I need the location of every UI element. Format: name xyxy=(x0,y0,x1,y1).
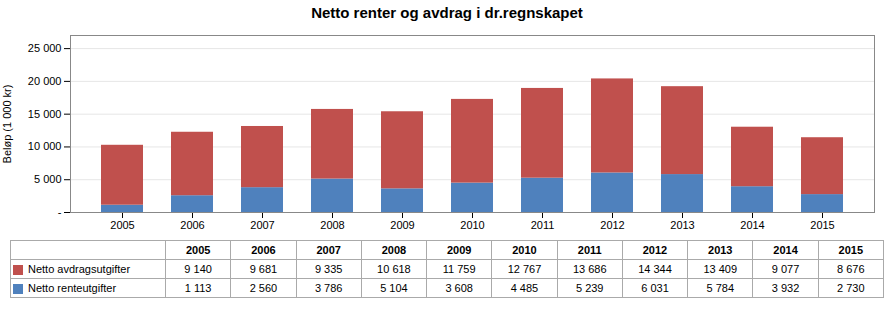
html-text:10 618: 10 618 xyxy=(377,263,411,275)
svg-text:10 000: 10 000 xyxy=(28,140,62,152)
svg-text:2006: 2006 xyxy=(180,219,204,231)
html-text:5 784: 5 784 xyxy=(706,282,734,295)
html-text:3 932: 3 932 xyxy=(771,282,800,295)
svg-text:2011: 2011 xyxy=(531,219,555,231)
svg-text:-: - xyxy=(58,206,62,218)
svg-text:Beløp (1 000 kr): Beløp (1 000 kr) xyxy=(1,85,13,164)
svg-text:20 000: 20 000 xyxy=(28,75,62,87)
html-text:2015: 2015 xyxy=(838,244,864,256)
html-text:2010: 2010 xyxy=(512,244,537,256)
html-text:2005: 2005 xyxy=(185,244,211,256)
svg-text:2008: 2008 xyxy=(320,219,344,231)
html-text:5 104: 5 104 xyxy=(380,282,408,295)
html-text:3 786: 3 786 xyxy=(314,282,343,295)
html-text:Netto renter og avdrag i dr.re: Netto renter og avdrag i dr.regnskapet xyxy=(311,4,583,21)
html-text:2012: 2012 xyxy=(642,244,668,256)
html-text:2007: 2007 xyxy=(316,244,341,256)
html-text:2008: 2008 xyxy=(381,244,407,256)
svg-text:2014: 2014 xyxy=(740,219,764,231)
html-text:Netto renteutgifter: Netto renteutgifter xyxy=(28,282,117,295)
html-text:2 560: 2 560 xyxy=(249,282,278,295)
html-text:12 767: 12 767 xyxy=(507,263,542,275)
svg-text:25 000: 25 000 xyxy=(28,42,62,54)
html-text:4 485: 4 485 xyxy=(510,282,539,295)
html-text:2 730: 2 730 xyxy=(837,282,865,295)
html-text:2009: 2009 xyxy=(447,244,472,256)
svg-text:2007: 2007 xyxy=(250,219,274,231)
svg-text:2012: 2012 xyxy=(600,219,624,231)
svg-text:15 000: 15 000 xyxy=(28,108,62,120)
svg-text:2015: 2015 xyxy=(810,219,834,231)
html-text:2006: 2006 xyxy=(251,244,276,256)
html-text:3 608: 3 608 xyxy=(445,282,473,295)
html-text:6 031: 6 031 xyxy=(641,282,669,295)
html-text:9 140: 9 140 xyxy=(184,263,212,275)
svg-text:2005: 2005 xyxy=(110,219,134,231)
html-text:9 335: 9 335 xyxy=(314,263,343,275)
html-text:9 077: 9 077 xyxy=(771,263,800,275)
html-text:2013: 2013 xyxy=(708,244,733,256)
html-text:13 409: 13 409 xyxy=(703,263,738,275)
svg-text:2013: 2013 xyxy=(670,219,694,231)
svg-text:2010: 2010 xyxy=(460,219,484,231)
html-text:9 681: 9 681 xyxy=(249,263,278,275)
html-text:2014: 2014 xyxy=(773,244,798,256)
html-text:Netto avdragsutgifter: Netto avdragsutgifter xyxy=(28,263,131,275)
html-text:5 239: 5 239 xyxy=(576,282,604,295)
html-text:1 113: 1 113 xyxy=(184,282,212,295)
html-text:14 344: 14 344 xyxy=(638,263,672,275)
html-text:13 686: 13 686 xyxy=(572,263,607,275)
svg-text:5 000: 5 000 xyxy=(34,173,62,185)
svg-text:2009: 2009 xyxy=(390,219,414,231)
html-text:11 759: 11 759 xyxy=(442,263,476,275)
html-text:2011: 2011 xyxy=(577,244,602,256)
html-text:8 676: 8 676 xyxy=(837,263,865,275)
